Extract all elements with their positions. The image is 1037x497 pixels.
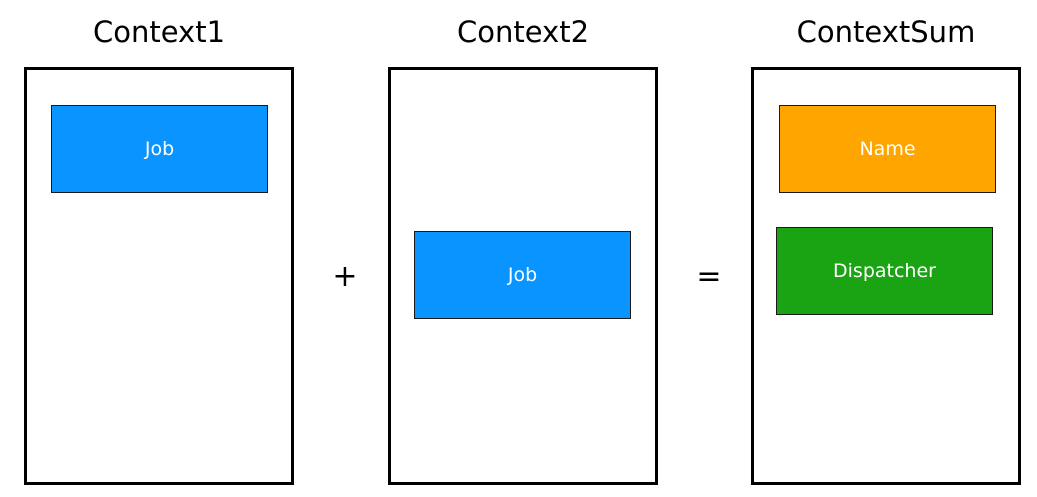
context1-job-block: Job: [51, 105, 268, 193]
context-sum-title: ContextSum: [796, 15, 976, 49]
plus-operator: +: [332, 259, 358, 294]
context-sum-name-label: Name: [859, 138, 916, 160]
context2-job-block: Job: [414, 231, 631, 319]
context-sum-dispatcher-block: Dispatcher: [776, 227, 993, 315]
equals-operator: =: [696, 259, 722, 294]
context-sum-name-block: Name: [779, 105, 996, 193]
context2-job-label: Job: [507, 264, 538, 286]
context-sum-dispatcher-label: Dispatcher: [833, 260, 936, 282]
context1-title: Context1: [92, 15, 226, 49]
context2-title: Context2: [456, 15, 590, 49]
context1-job-label: Job: [144, 138, 175, 160]
